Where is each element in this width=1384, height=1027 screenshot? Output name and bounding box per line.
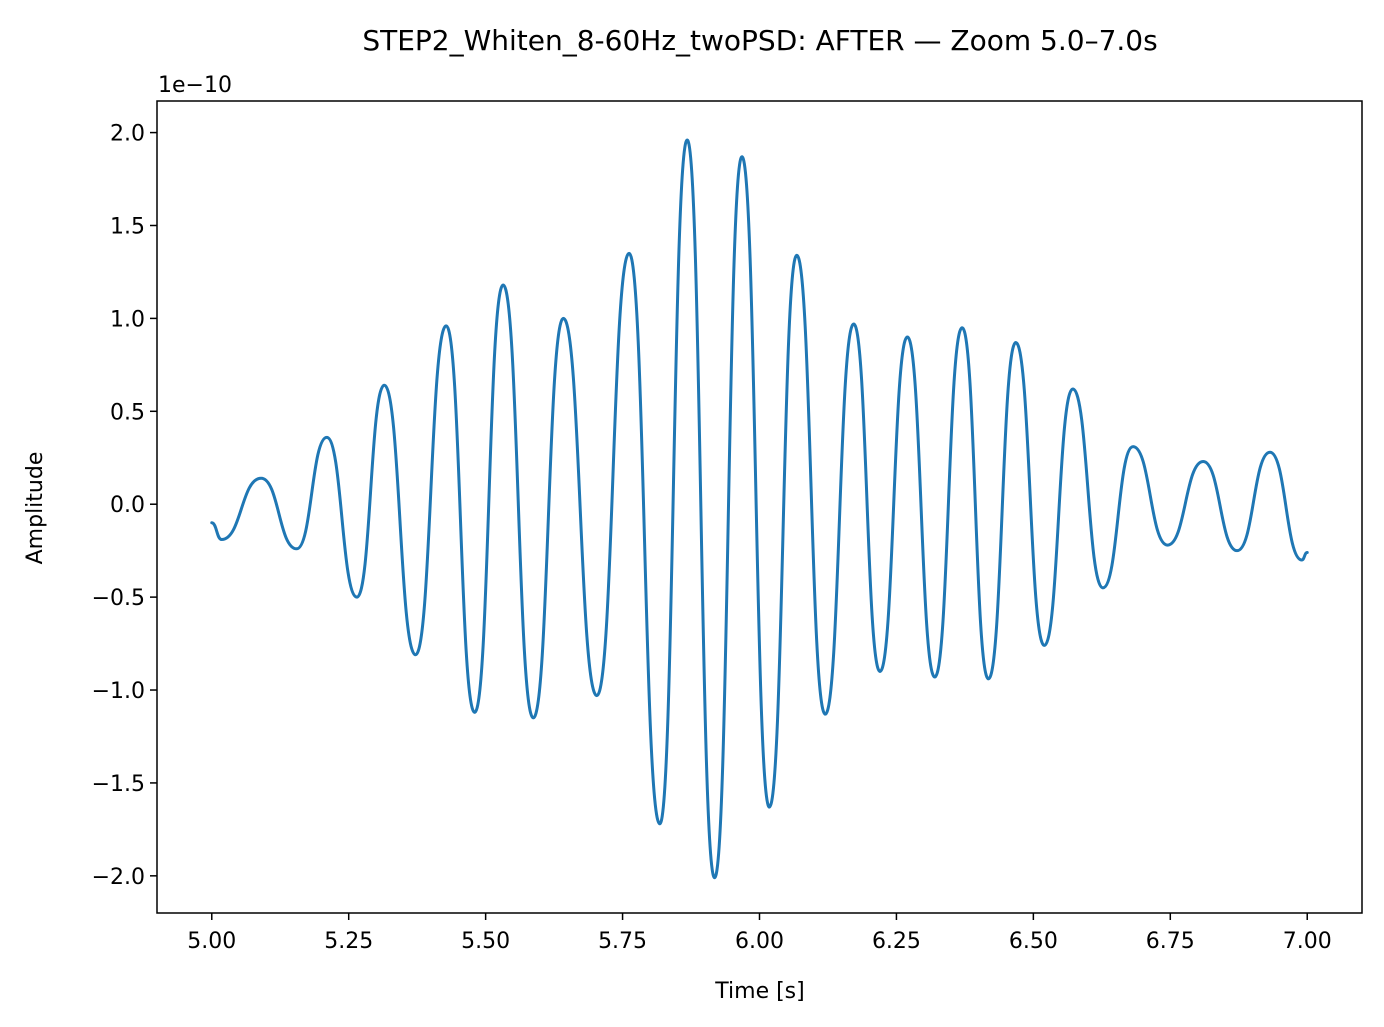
y-axis-label: Amplitude [23,452,48,565]
x-tick-label: 5.00 [187,929,236,954]
y-tick-label: −2.0 [92,865,145,890]
x-tick-label: 6.75 [1146,929,1195,954]
x-axis-label: Time [s] [714,979,804,1004]
y-offset-text: 1e−10 [158,73,232,98]
x-tick-label: 5.75 [598,929,647,954]
x-tick-label: 7.00 [1283,929,1332,954]
y-tick-label: −0.5 [92,586,145,611]
y-tick-label: 0.0 [110,493,145,518]
x-tick-label: 5.25 [324,929,373,954]
y-tick-label: 1.0 [110,307,145,332]
y-tick-label: 0.5 [110,400,145,425]
plot-frame [156,100,1363,914]
x-tick-label: 5.50 [461,929,510,954]
x-tick-label: 6.00 [735,929,784,954]
y-tick-label: 2.0 [110,122,145,147]
y-tick-label: 1.5 [110,214,145,239]
x-axis-ticks: 5.00 5.25 5.50 5.75 6.00 6.25 6.50 6.75 7.00 [187,913,1332,954]
x-tick-label: 6.50 [1009,929,1058,954]
y-tick-label: −1.0 [92,679,145,704]
chart-title: STEP2_Whiten_8-60Hz_twoPSD: AFTER — Zoom… [362,24,1157,57]
x-tick-label: 6.25 [872,929,921,954]
y-tick-label: −1.5 [92,772,145,797]
series-line [210,138,1309,880]
y-axis-ticks: 2.0 1.5 1.0 0.5 0.0 −0.5 −1.0 −1.5 −2.0 [92,122,157,890]
